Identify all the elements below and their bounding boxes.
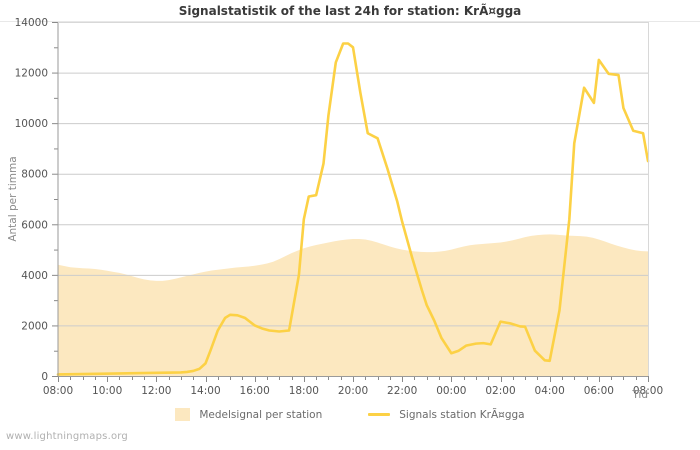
y-minor-ticks	[54, 47, 58, 352]
y-tick-labels: 0 2000 4000 6000 8000 10000 12000 14000	[15, 17, 48, 383]
x-tick-label-9: 02:00	[485, 385, 515, 397]
x-tick-label-2: 12:00	[141, 385, 171, 397]
x-axis-title: Tid	[631, 389, 648, 401]
legend-label-area: Medelsignal per station	[199, 408, 323, 421]
y-tick-label-0: 0	[41, 371, 48, 383]
area-series-medelsignal	[58, 234, 648, 376]
title-divider	[0, 21, 700, 22]
line-swatch-icon	[368, 413, 391, 416]
x-tick-label-6: 20:00	[338, 385, 368, 397]
chart-title: Signalstatistik of the last 24h for stat…	[178, 4, 522, 18]
y-tick-label-8000: 8000	[21, 169, 48, 181]
chart-plot-area: 0 2000 4000 6000 8000 10000 12000 14000 08:00 10…	[7, 17, 663, 401]
y-tick-label-2000: 2000	[21, 320, 48, 332]
footer-attribution: www.lightningmaps.org	[6, 431, 128, 442]
x-tick-label-12: 08:00	[633, 385, 663, 397]
x-tick-label-3: 14:00	[190, 385, 220, 397]
y-tick-label-10000: 10000	[15, 118, 48, 130]
x-tick-label-8: 00:00	[436, 385, 466, 397]
y-tick-label-14000: 14000	[15, 17, 48, 29]
x-tick-labels: 08:00 10:00 12:00 14:00 16:00 18:00 20:00 22:00…	[43, 385, 663, 397]
y-axis-title: Antal per timma	[7, 156, 19, 241]
x-tick-label-5: 18:00	[289, 385, 319, 397]
x-tick-label-10: 04:00	[535, 385, 565, 397]
x-tick-label-0: 08:00	[43, 385, 73, 397]
y-tick-label-6000: 6000	[21, 219, 48, 231]
y-gridlines	[58, 72, 648, 327]
line-series-signals	[56, 42, 650, 376]
x-tick-label-7: 22:00	[387, 385, 417, 397]
legend-item-line[interactable]: Signals station KrÃ¤gga	[368, 408, 525, 421]
legend-label-line: Signals station KrÃ¤gga	[399, 408, 525, 421]
chart-legend: Medelsignal per station Signals station …	[0, 408, 700, 421]
x-tick-label-11: 06:00	[584, 385, 614, 397]
legend-item-area[interactable]: Medelsignal per station	[175, 408, 322, 421]
y-tick-label-4000: 4000	[21, 270, 48, 282]
y-major-ticks	[52, 22, 58, 377]
x-tick-label-4: 16:00	[240, 385, 270, 397]
y-tick-label-12000: 12000	[15, 68, 48, 80]
area-swatch-icon	[175, 408, 191, 421]
x-tick-label-1: 10:00	[92, 385, 122, 397]
